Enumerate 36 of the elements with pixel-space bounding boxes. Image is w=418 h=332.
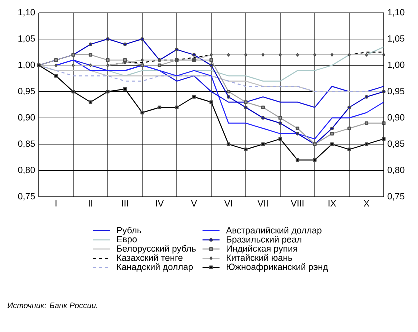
legend-label: Рубль [117, 226, 142, 236]
y-tick-label: 0,75 [18, 193, 36, 201]
y-tick-label: 0,95 [18, 88, 36, 96]
y-tick-label: 0,90 [18, 114, 36, 122]
y-tick-label: 0,80 [18, 167, 36, 174]
x-tick-label: VIII [291, 200, 304, 207]
y2-tick-label: 0,85 [388, 140, 405, 148]
y-tick-label: 1,05 [18, 36, 36, 43]
y2-tick-label: 0,75 [388, 193, 405, 201]
x-tick-label: IV [156, 200, 164, 207]
legend-label: Южноафриканский рэнд [227, 264, 328, 272]
x-tick-label: I [56, 200, 57, 207]
y2-tick-label: 0,95 [388, 88, 405, 96]
x-tick-label: V [191, 200, 198, 207]
y2-tick-label: 1,00 [388, 62, 405, 70]
y-tick-label: 0,85 [18, 140, 36, 148]
y2-tick-label: 0,80 [388, 167, 405, 174]
y-tick-label: 1,10 [18, 9, 36, 17]
x-tick-label: VII [258, 200, 268, 207]
legend-label: Индийская рупия [227, 245, 298, 254]
legend-label: Казахский тенге [117, 254, 183, 262]
legend-label: Евро [117, 236, 137, 244]
y2-tick-label: 1,05 [388, 36, 405, 43]
x-tick-label: VI [224, 200, 232, 207]
legend-label: Бразильский реал [227, 236, 302, 245]
y2-tick-label: 1,10 [388, 9, 405, 17]
x-tick-label: IX [328, 200, 336, 207]
legend-label: Белорусский рубль [117, 245, 196, 254]
legend-label: Австралийский доллар [226, 226, 322, 236]
legend-label: Канадский доллар [117, 264, 194, 272]
x-tick-label: X [364, 200, 370, 207]
y2-tick-label: 0,90 [388, 114, 405, 122]
x-tick-label: II [89, 200, 92, 207]
y-tick-label: 1,00 [18, 62, 36, 70]
x-tick-label: III [122, 200, 128, 207]
legend-label: Китайский юань [227, 254, 292, 262]
